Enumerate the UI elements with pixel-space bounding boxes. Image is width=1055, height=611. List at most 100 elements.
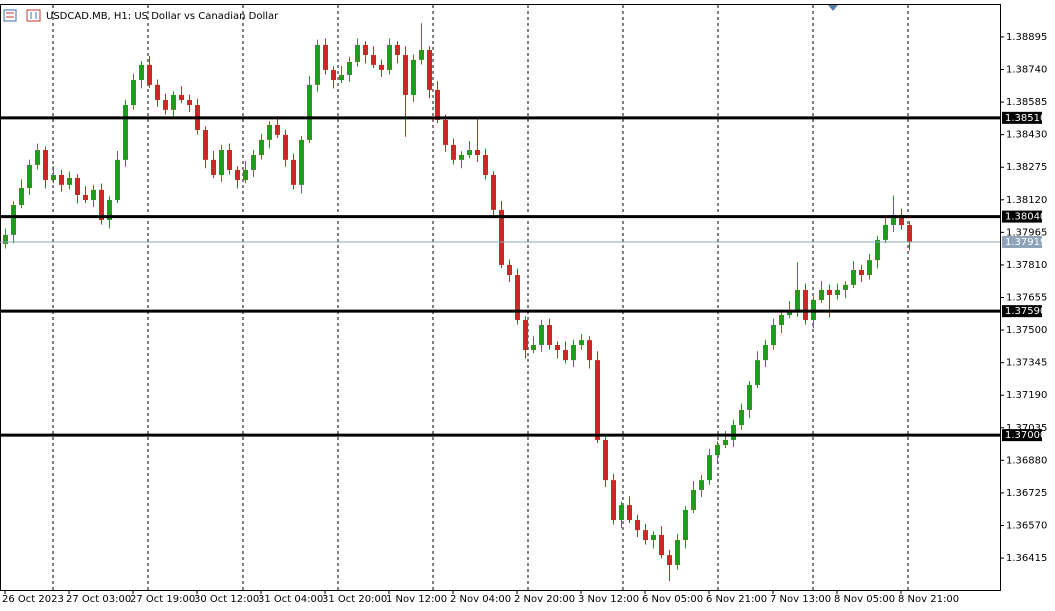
candle-body <box>283 134 288 160</box>
candle-body <box>27 164 32 189</box>
x-tick-label: 31 Oct 04:00 <box>258 594 323 605</box>
y-tick-label: 1.36725 <box>1006 488 1047 499</box>
candle-body <box>515 275 520 320</box>
candle-body <box>491 174 496 210</box>
candle-body <box>395 44 400 56</box>
candle-body <box>331 69 336 81</box>
candle-body <box>907 225 912 243</box>
candle-body <box>867 260 872 276</box>
y-tick-label: 1.37500 <box>1006 325 1047 336</box>
candle-body <box>259 139 264 156</box>
candle-body <box>715 445 720 456</box>
y-tick-label: 1.37190 <box>1006 390 1047 401</box>
x-tick-label: 26 Oct 2023 <box>2 594 64 605</box>
candle-body <box>539 325 544 345</box>
y-tick-label: 1.37035 <box>1006 423 1047 434</box>
current-price-label: 1.37919 <box>1005 237 1046 248</box>
candle-body <box>683 509 688 540</box>
candle-body <box>419 49 424 60</box>
level-box <box>1002 111 1042 124</box>
x-tick-label: 31 Oct 20:00 <box>322 594 387 605</box>
x-tick-label: 2 Nov 04:00 <box>450 594 511 605</box>
candle-body <box>779 314 784 326</box>
candle-body <box>451 144 456 160</box>
candle-body <box>467 149 472 156</box>
candle-body <box>835 289 840 295</box>
candle-body <box>731 425 736 440</box>
x-tick-label: 1 Nov 12:00 <box>386 594 447 605</box>
candle-body <box>475 149 480 156</box>
candle-body <box>371 55 376 65</box>
candle-body <box>507 264 512 276</box>
toolbar-icons <box>3 9 41 22</box>
candle-body <box>499 209 504 265</box>
candle-body <box>555 344 560 351</box>
level-label: 1.38510 <box>1005 113 1046 124</box>
candle-body <box>523 319 528 351</box>
candle-body <box>179 94 184 100</box>
candle-body <box>483 155 488 175</box>
axes: 1.38895 1.38740 1.38585 1.38430 1.38275 1.381… <box>0 32 1047 605</box>
candle-body <box>307 84 312 140</box>
candle-body <box>299 139 304 185</box>
candle-body <box>379 64 384 70</box>
candle-body <box>763 344 768 361</box>
candle-body <box>123 105 128 160</box>
candle-body <box>611 480 616 521</box>
candle-body <box>347 61 352 75</box>
candle-body <box>51 174 56 181</box>
candle-body <box>107 200 112 220</box>
candle-body <box>403 55 408 95</box>
candle-body <box>99 189 104 220</box>
x-tick-label: 27 Oct 03:00 <box>66 594 131 605</box>
x-tick-label: 3 Nov 12:00 <box>578 594 639 605</box>
candle-body <box>163 99 168 110</box>
candle-body <box>339 74 344 81</box>
y-tick-label: 1.37810 <box>1006 260 1047 271</box>
level-box <box>1002 210 1042 223</box>
candle-body <box>139 64 144 81</box>
y-tick-label: 1.37655 <box>1006 293 1047 304</box>
candle-body <box>643 530 648 540</box>
candle-body <box>363 44 368 56</box>
level-box <box>1002 429 1042 442</box>
candle-body <box>595 360 600 440</box>
candle-body <box>43 149 48 181</box>
candle-body <box>203 130 208 160</box>
candle-body <box>323 44 328 70</box>
candle-body <box>75 177 80 195</box>
shift-marker <box>828 5 838 11</box>
candle-body <box>587 340 592 361</box>
candle-body <box>187 99 192 106</box>
level-box <box>1002 305 1042 318</box>
candle-body <box>667 555 672 565</box>
y-tick-label: 1.36415 <box>1006 553 1047 564</box>
candle-body <box>355 44 360 62</box>
y-tick-label: 1.36880 <box>1006 455 1047 466</box>
candle-body <box>659 534 664 556</box>
candle-body <box>651 534 656 540</box>
candle-body <box>155 84 160 100</box>
x-tick-label: 30 Oct 12:00 <box>194 594 259 605</box>
candle-body <box>739 409 744 426</box>
candle-body <box>219 149 224 175</box>
candle-body <box>563 350 568 361</box>
candle-body <box>603 439 608 481</box>
candle-body <box>531 344 536 351</box>
candle-body <box>115 159 120 200</box>
candle-body <box>707 455 712 481</box>
icon <box>3 9 17 22</box>
candle-body <box>427 49 432 90</box>
y-tick-label: 1.38120 <box>1006 195 1047 206</box>
candle-body <box>227 149 232 170</box>
candle-body <box>819 289 824 301</box>
candle-body <box>851 269 856 285</box>
x-tick-label: 6 Nov 05:00 <box>642 594 703 605</box>
x-tick-label: 6 Nov 21:00 <box>706 594 767 605</box>
candle-body <box>547 325 552 345</box>
candle-body <box>579 340 584 345</box>
x-tick-label: 27 Oct 19:00 <box>130 594 195 605</box>
candle-body <box>35 149 40 165</box>
